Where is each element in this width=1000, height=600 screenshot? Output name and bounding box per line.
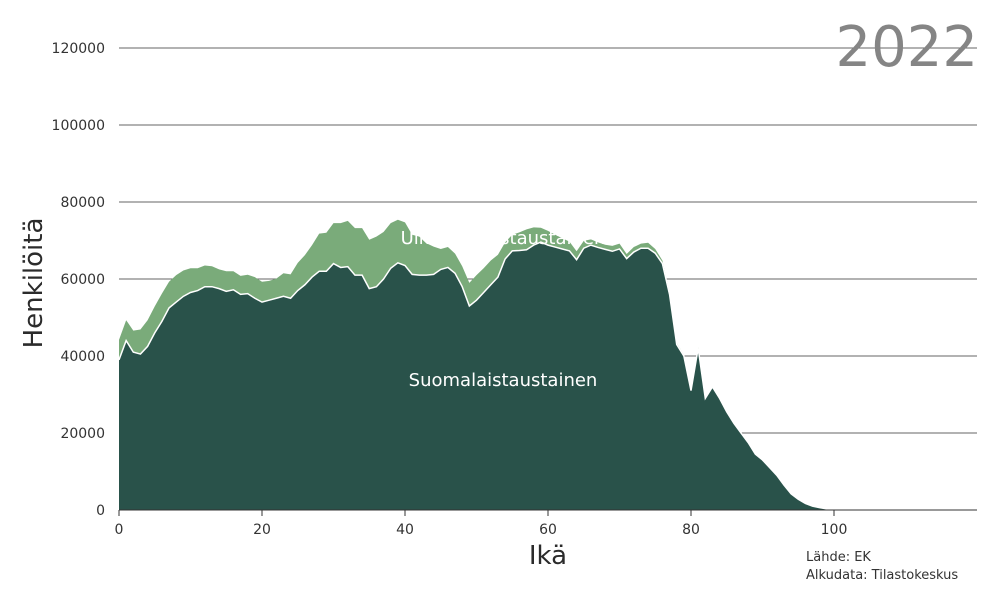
x-tick-label-20: 20 [253, 522, 271, 538]
y-axis-title: Henkilöitä [19, 218, 49, 349]
stacked-areas [118, 219, 977, 511]
y-tick-label-60000: 60000 [60, 272, 105, 288]
area-suomalaistaustainen [119, 242, 977, 511]
y-tick-label-100000: 100000 [52, 118, 105, 134]
x-tick-label-80: 80 [682, 522, 700, 538]
series-label-suomalaistaustainen: Suomalaistaustainen [409, 370, 598, 391]
y-tick-label-20000: 20000 [60, 426, 105, 442]
axes: 0 20000 40000 60000 80000 100000 120000 0 20 40 60… [52, 41, 977, 538]
y-tick-label-40000: 40000 [60, 349, 105, 365]
y-tick-label-0: 0 [96, 503, 105, 519]
series-label-ulkomaalaistaustainen: Ulkomaalaistaustainen [401, 228, 606, 249]
x-tick-label-40: 40 [396, 522, 414, 538]
x-tick-label-100: 100 [821, 522, 848, 538]
year-label: 2022 [835, 15, 978, 80]
series-separator-line [118, 241, 977, 511]
x-tick-label-60: 60 [539, 522, 557, 538]
source-line-2: Alkudata: Tilastokeskus [806, 568, 958, 583]
source-line-1: Lähde: EK [806, 550, 871, 565]
x-tick-label-0: 0 [115, 522, 124, 538]
y-tick-label-120000: 120000 [52, 41, 105, 57]
y-tick-label-80000: 80000 [60, 195, 105, 211]
x-axis-title: Ikä [529, 541, 567, 571]
